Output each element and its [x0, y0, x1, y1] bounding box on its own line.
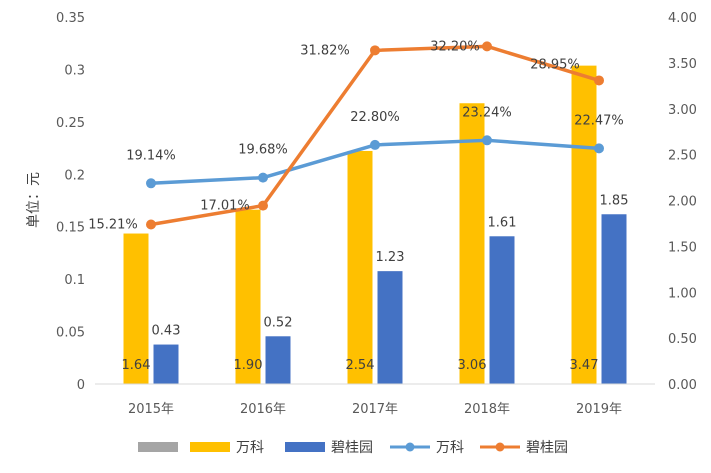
bar — [235, 209, 261, 384]
bar-data-label: 3.47 — [570, 358, 599, 373]
left-tick-label: 0.2 — [64, 168, 85, 183]
line-data-label: 22.47% — [574, 113, 624, 128]
bar-data-label: 1.61 — [488, 215, 517, 230]
right-tick-label: 0.50 — [668, 332, 697, 347]
line-data-label: 22.80% — [350, 110, 400, 125]
x-tick-label: 2018年 — [464, 402, 510, 417]
line-point — [146, 178, 156, 189]
line-point — [482, 41, 492, 52]
bar-data-label: 1.90 — [234, 358, 263, 373]
bars: 1.64 1.90 2.54 3.06 3.47 0.43 0.52 1.23 1.61 1.85 — [122, 65, 629, 385]
right-tick-label: 0.00 — [668, 378, 697, 393]
right-tick-label: 2.50 — [668, 149, 697, 164]
line-data-label: 15.21% — [88, 218, 138, 233]
legend-label: 碧桂园 — [331, 440, 373, 456]
x-tick-label: 2016年 — [240, 402, 286, 417]
bar-data-label: 3.06 — [458, 358, 487, 373]
left-axis: 0 0.05 0.1 0.15 0.2 0.25 0.3 0.35 — [56, 11, 85, 393]
legend-label: 万科 — [236, 440, 264, 456]
left-tick-label: 0.35 — [56, 11, 85, 26]
legend-marker — [495, 442, 505, 452]
left-tick-label: 0.3 — [64, 63, 85, 78]
legend-swatch-unnamed — [138, 442, 178, 452]
line-data-label: 31.82% — [300, 43, 350, 58]
left-tick-label: 0.05 — [56, 326, 85, 341]
right-tick-label: 2.00 — [668, 195, 697, 210]
bar — [265, 336, 291, 384]
bar — [459, 103, 485, 385]
bar — [489, 236, 515, 384]
left-tick-label: 0.15 — [56, 221, 85, 236]
bar-data-label: 1.64 — [122, 358, 151, 373]
legend-swatch-bar — [285, 442, 325, 452]
bar — [347, 150, 373, 384]
x-axis: 2015年 2016年 2017年 2018年 2019年 — [95, 383, 655, 417]
x-tick-label: 2017年 — [352, 402, 398, 417]
bar-data-label: 0.52 — [264, 315, 293, 330]
line-data-label: 17.01% — [200, 199, 250, 214]
bar — [601, 214, 627, 384]
legend: 万科 碧桂园 万科 碧桂园 — [138, 440, 568, 456]
line-point — [594, 75, 604, 86]
line-point — [258, 200, 268, 211]
y-axis-label: 单位：元 — [26, 172, 42, 228]
right-axis: 0.00 0.50 1.00 1.50 2.00 2.50 3.00 3.50 4.00 — [668, 11, 697, 393]
legend-swatch-bar — [190, 442, 230, 452]
legend-label: 万科 — [436, 440, 464, 456]
line-data-label: 32.20% — [430, 39, 480, 54]
lines: 19.14% 19.68% 22.80% 23.24% 22.47% 15.21% 17.0… — [88, 39, 624, 232]
line-data-label: 23.24% — [462, 105, 512, 120]
legend-marker — [405, 442, 415, 452]
bar-data-label: 0.43 — [152, 324, 181, 339]
right-tick-label: 3.00 — [668, 103, 697, 118]
right-tick-label: 1.50 — [668, 240, 697, 255]
x-tick-label: 2019年 — [576, 402, 622, 417]
y-axis-label-group: 单位：元 — [26, 172, 42, 228]
line-data-label: 28.95% — [530, 57, 580, 72]
line-point — [146, 219, 156, 230]
line-point — [258, 172, 268, 183]
bar-data-label: 1.23 — [376, 250, 405, 265]
legend-label: 碧桂园 — [526, 440, 568, 456]
bar — [153, 344, 179, 384]
bar — [123, 233, 149, 384]
line-data-label: 19.14% — [126, 148, 176, 163]
right-tick-label: 3.50 — [668, 57, 697, 72]
left-tick-label: 0 — [77, 378, 85, 393]
bar — [377, 271, 403, 384]
bar-data-label: 1.85 — [600, 193, 629, 208]
bar-data-label: 2.54 — [346, 358, 375, 373]
right-tick-label: 1.00 — [668, 286, 697, 301]
line-point — [370, 45, 380, 56]
right-tick-label: 4.00 — [668, 11, 697, 26]
line-point — [594, 143, 604, 154]
line-data-label: 19.68% — [238, 143, 288, 158]
bar — [571, 65, 597, 384]
left-tick-label: 0.1 — [64, 273, 85, 288]
x-tick-label: 2015年 — [128, 402, 174, 417]
line-point — [370, 139, 380, 150]
line-point — [482, 135, 492, 146]
left-tick-label: 0.25 — [56, 116, 85, 131]
